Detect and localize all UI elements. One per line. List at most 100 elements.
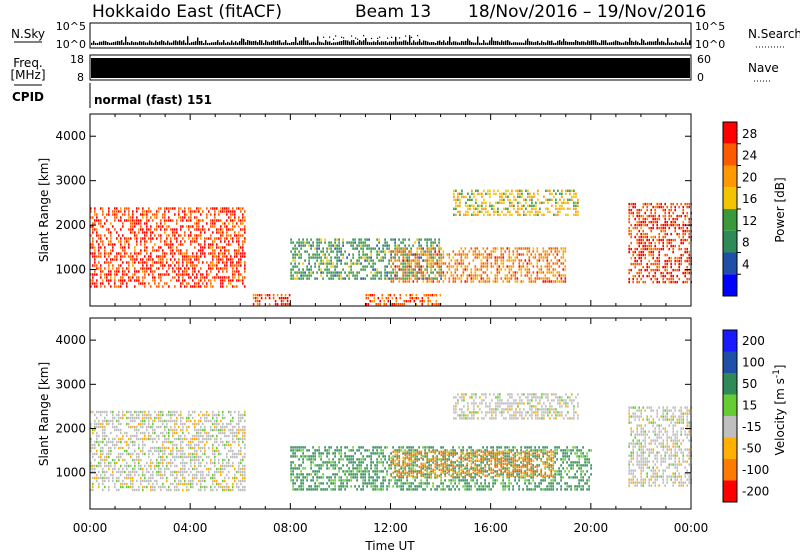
- data-cell: [200, 267, 202, 269]
- data-cell: [186, 219, 188, 221]
- data-cell: [519, 268, 521, 270]
- data-cell: [136, 270, 138, 272]
- data-cell: [475, 256, 477, 258]
- data-cell: [308, 262, 310, 264]
- data-cell: [650, 227, 652, 229]
- data-cell: [438, 244, 440, 246]
- data-cell: [654, 263, 656, 265]
- nsky-sample: [235, 41, 236, 45]
- data-cell: [106, 465, 108, 467]
- nsky-sample: [489, 40, 490, 45]
- data-cell: [182, 489, 184, 491]
- data-cell: [102, 453, 104, 455]
- data-cell: [212, 258, 214, 260]
- data-cell: [148, 414, 150, 416]
- data-cell: [507, 208, 509, 210]
- data-cell: [535, 277, 537, 279]
- data-cell: [144, 480, 146, 482]
- data-cell: [292, 488, 294, 490]
- data-cell: [168, 441, 170, 443]
- data-cell: [521, 247, 523, 249]
- data-cell: [509, 250, 511, 252]
- data-cell: [172, 411, 174, 413]
- data-cell: [164, 447, 166, 449]
- data-cell: [164, 207, 166, 209]
- data-cell: [318, 449, 320, 451]
- data-cell: [188, 426, 190, 428]
- nsky-sample: [341, 41, 342, 45]
- data-cell: [208, 447, 210, 449]
- data-cell: [412, 271, 414, 273]
- data-cell: [130, 231, 132, 233]
- data-cell: [416, 238, 418, 240]
- data-cell: [160, 474, 162, 476]
- data-cell: [236, 486, 238, 488]
- data-cell: [668, 224, 670, 226]
- data-cell: [164, 222, 166, 224]
- data-cell: [666, 272, 668, 274]
- data-cell: [170, 426, 172, 428]
- nsky-sample: [473, 43, 474, 45]
- data-cell: [312, 476, 314, 478]
- data-cell: [194, 255, 196, 257]
- data-cell: [644, 224, 646, 226]
- data-cell: [116, 414, 118, 416]
- data-cell: [242, 234, 244, 236]
- data-cell: [188, 489, 190, 491]
- data-cell: [174, 465, 176, 467]
- data-cell: [144, 267, 146, 269]
- data-cell: [180, 429, 182, 431]
- data-cell: [212, 219, 214, 221]
- data-cell: [465, 211, 467, 213]
- data-cell: [511, 193, 513, 195]
- data-cell: [214, 225, 216, 227]
- data-cell: [332, 488, 334, 490]
- data-cell: [148, 456, 150, 458]
- data-cell: [238, 252, 240, 254]
- data-cell: [432, 244, 434, 246]
- data-cell: [340, 274, 342, 276]
- data-cell: [232, 213, 234, 215]
- data-cell: [148, 228, 150, 230]
- data-cell: [210, 237, 212, 239]
- data-cell: [521, 190, 523, 192]
- data-cell: [310, 485, 312, 487]
- nsky-sample: [165, 43, 166, 45]
- data-cell: [666, 263, 668, 265]
- data-cell: [438, 241, 440, 243]
- data-cell: [465, 256, 467, 258]
- data-cell: [427, 259, 429, 261]
- data-cell: [140, 228, 142, 230]
- data-cell: [318, 265, 320, 267]
- data-cell: [138, 438, 140, 440]
- data-cell: [138, 411, 140, 413]
- data-cell: [150, 270, 152, 272]
- data-cell: [312, 244, 314, 246]
- data-cell: [376, 253, 378, 255]
- data-cell: [422, 247, 424, 249]
- data-cell: [104, 222, 106, 224]
- data-cell: [370, 300, 372, 302]
- data-cell: [140, 483, 142, 485]
- data-cell: [96, 231, 98, 233]
- data-cell: [216, 417, 218, 419]
- data-cell: [190, 231, 192, 233]
- data-cell: [224, 444, 226, 446]
- data-cell: [232, 477, 234, 479]
- data-cell: [407, 265, 409, 267]
- data-cell: [170, 279, 172, 281]
- data-cell: [212, 243, 214, 245]
- data-cell: [92, 483, 94, 485]
- data-cell: [222, 246, 224, 248]
- data-cell: [210, 459, 212, 461]
- data-cell: [196, 444, 198, 446]
- data-cell: [208, 468, 210, 470]
- data-cell: [666, 245, 668, 247]
- data-cell: [116, 216, 118, 218]
- data-cell: [152, 483, 154, 485]
- data-cell: [511, 190, 513, 192]
- data-cell: [348, 271, 350, 273]
- data-cell: [338, 488, 340, 490]
- data-cell: [156, 471, 158, 473]
